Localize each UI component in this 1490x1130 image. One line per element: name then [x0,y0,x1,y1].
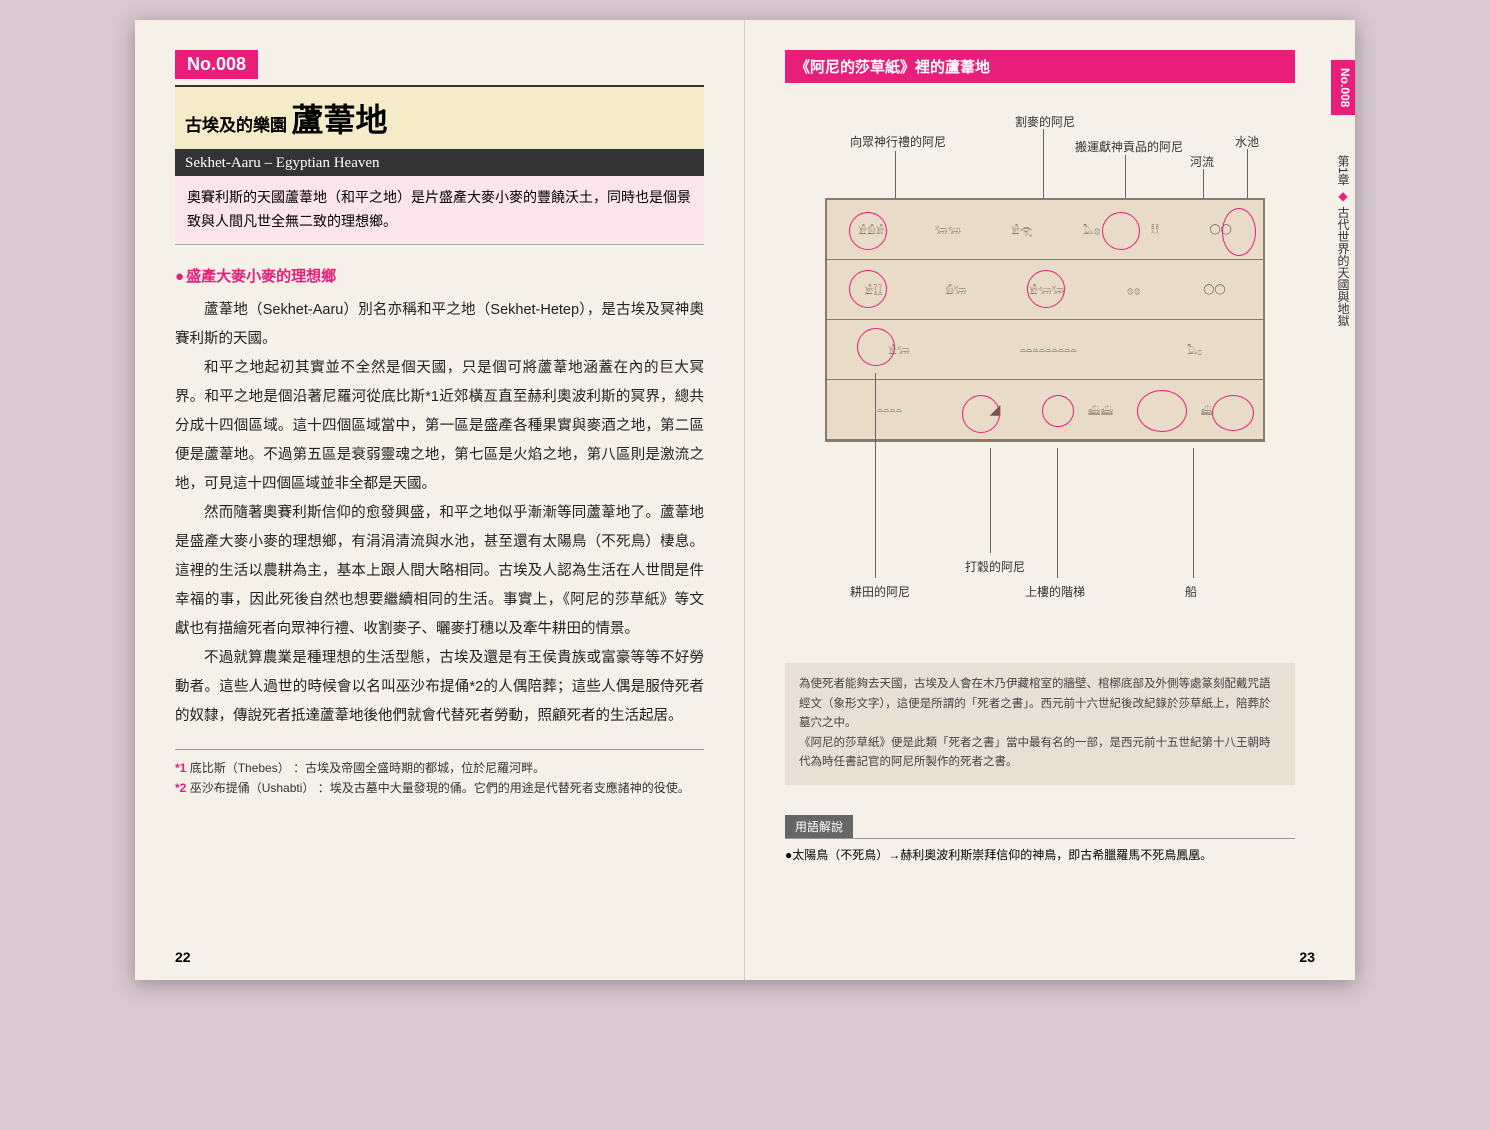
callout-label: 船 [1185,583,1197,600]
footnotes: *1 底比斯（Thebes） ：古埃及帝國全盛時期的都城，位於尼羅河畔。 *2 … [175,749,704,799]
section-heading: 盛產大麥小麥的理想鄉 [175,265,704,286]
callout-label: 向眾神行禮的阿尼 [850,133,946,150]
callout-line [990,448,991,553]
highlight-circle [1042,395,1074,427]
side-chapter-text: 古代世界的天國與地獄 [1336,206,1350,326]
right-page: 《阿尼的莎草紙》裡的蘆葦地 向眾神行禮的阿尼 割麥的阿尼 搬運獻神貢品的阿尼 河… [745,20,1355,980]
callout-label: 耕田的阿尼 [850,583,910,600]
caption-paragraph: 《阿尼的莎草紙》便是此類「死者之書」當中最有名的一部，是西元前十五世紀第十八王朝… [799,734,1281,773]
callout-label: 搬運獻神貢品的阿尼 [1075,138,1183,155]
highlight-circle [1027,270,1065,308]
footnote-marker: *1 [175,761,186,775]
callout-label: 上樓的階梯 [1025,583,1085,600]
terminology-text: ●太陽鳥（不死鳥）→赫利奧波利斯崇拜信仰的神鳥，即古希臘羅馬不死鳥鳳凰。 [785,838,1295,865]
footnote-text: ：古埃及帝國全盛時期的都城，位於尼羅河畔。 [293,761,545,775]
caption-paragraph: 為使死者能夠去天國，古埃及人會在木乃伊藏棺室的牆壁、棺槨底部及外側等處篆刻配戴咒… [799,675,1281,734]
highlight-circle [849,212,887,250]
highlight-circle [962,395,1000,433]
side-chapter-label: 第1章 ◆ 古代世界的天國與地獄 [1335,155,1352,326]
title-main: 蘆葦地 [291,102,387,138]
footnote: *1 底比斯（Thebes） ：古埃及帝國全盛時期的都城，位於尼羅河畔。 [175,758,704,778]
diagram-area: 向眾神行禮的阿尼 割麥的阿尼 搬運獻神貢品的阿尼 河流 水池 𓀀𓀁𓀂𓃒𓃓𓀀𓂀𓅓𓊖… [785,93,1295,643]
callout-label: 打穀的阿尼 [965,558,1025,575]
footnote: *2 巫沙布提俑（Ushabti） ：埃及古墓中大量發現的俑。它們的用途是代替死… [175,778,704,798]
highlight-circle [1212,395,1254,431]
callout-label: 割麥的阿尼 [1015,113,1075,130]
page-number: 23 [1299,949,1315,965]
highlight-circle [1222,208,1256,256]
body-text: 蘆葦地（Sekhet-Aaru）別名亦稱和平之地（Sekhet-Hetep），是… [175,296,704,731]
paragraph: 不過就算農業是種理想的生活型態，古埃及還是有王侯貴族或富豪等等不好勞動者。這些人… [175,644,704,731]
highlight-circle [1102,212,1140,250]
callout-line [1193,448,1194,578]
paragraph: 蘆葦地（Sekhet-Aaru）別名亦稱和平之地（Sekhet-Hetep），是… [175,296,704,354]
callout-line [1057,448,1058,578]
intro-summary: 奧賽利斯的天國蘆葦地（和平之地）是片盛產大麥小麥的豐饒沃土，同時也是個景致與人間… [175,176,704,245]
highlight-circle [1137,390,1187,432]
title-block: 古埃及的樂園 蘆葦地 [175,85,704,151]
terminology-header: 用語解說 [785,815,853,838]
paragraph: 和平之地起初其實並不全然是個天國，只是個可將蘆葦地涵蓋在內的巨大冥界。和平之地是… [175,354,704,499]
side-chapter-prefix: 第1章 [1336,155,1350,186]
paragraph: 然而隨著奧賽利斯信仰的愈發興盛，和平之地似乎漸漸等同蘆葦地了。蘆葦地是盛產大麥小… [175,499,704,644]
papyrus-register: 𓀀𓀁𓀂𓃒𓃓𓀀𓂀𓅓𓊖𓎛𓎛◯◯ [827,200,1263,260]
footnote-term: 底比斯（Thebes） [190,761,290,775]
highlight-circle [857,328,895,366]
papyrus-illustration: 𓀀𓀁𓀂𓃒𓃓𓀀𓂀𓅓𓊖𓎛𓎛◯◯ 𓀀𓆼𓆼𓀁𓃒𓀀𓃓𓃒𓊖𓊖◯◯ 𓀀𓃒𓏏𓏏𓏏𓏏𓏏𓏏𓏏𓏏𓏏𓅓𓊪… [825,198,1265,442]
callout-label: 河流 [1190,153,1214,170]
callout-line [875,373,876,578]
diagram-title: 《阿尼的莎草紙》裡的蘆葦地 [785,50,1295,83]
highlight-circle [849,270,887,308]
subtitle-english: Sekhet-Aaru – Egyptian Heaven [175,151,704,176]
diamond-icon: ◆ [1336,189,1350,203]
footnote-marker: *2 [175,781,186,795]
title-prefix: 古埃及的樂園 [185,116,287,135]
side-tab-entry: No.008 [1331,60,1355,115]
page-number: 22 [175,949,191,965]
footnote-text: ：埃及古墓中大量發現的俑。它們的用途是代替死者支應諸神的役使。 [318,781,690,795]
footnote-term: 巫沙布提俑（Ushabti） [190,781,315,795]
left-page: No.008 古埃及的樂園 蘆葦地 Sekhet-Aaru – Egyptian… [135,20,745,980]
diagram-caption: 為使死者能夠去天國，古埃及人會在木乃伊藏棺室的牆壁、棺槨底部及外側等處篆刻配戴咒… [785,663,1295,785]
book-spread: No.008 古埃及的樂園 蘆葦地 Sekhet-Aaru – Egyptian… [135,20,1355,980]
entry-number-badge: No.008 [175,50,258,79]
callout-label: 水池 [1235,133,1259,150]
